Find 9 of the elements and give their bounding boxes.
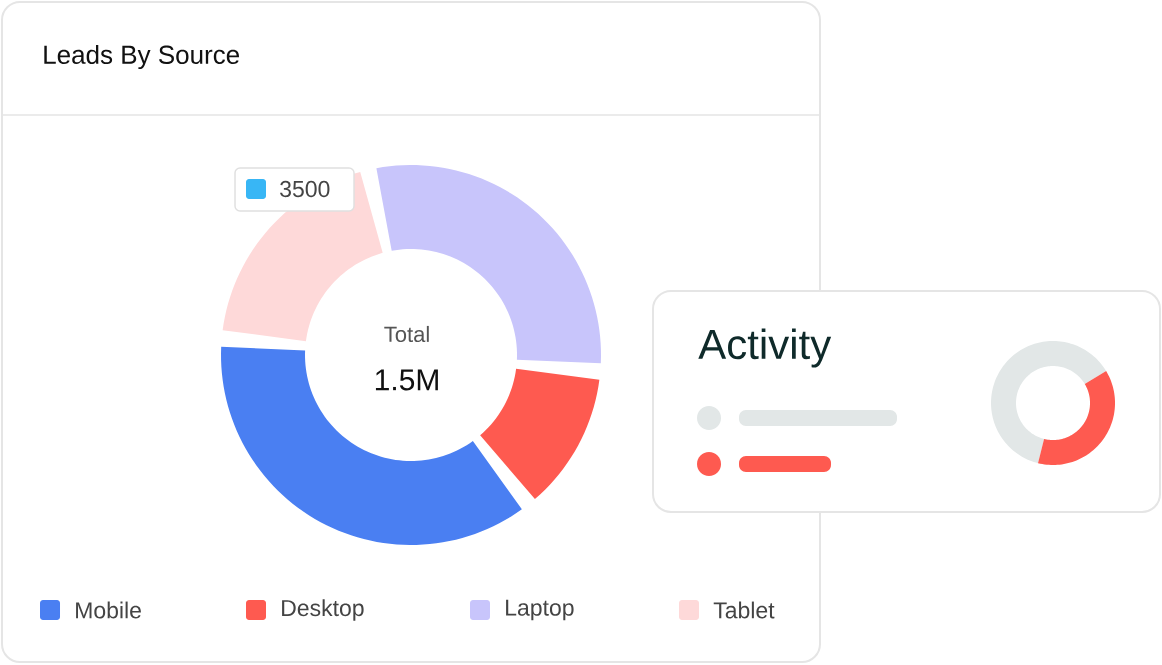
legend-label: Laptop xyxy=(506,599,574,621)
text: 1.5M xyxy=(375,369,438,391)
legend-label: Desktop xyxy=(282,599,364,621)
text: Total xyxy=(384,325,429,343)
chart-title: Leads By Source xyxy=(44,44,240,70)
chart-title: Activity xyxy=(698,328,832,368)
legend-label: Tablet xyxy=(713,601,775,619)
text: 3500 xyxy=(280,180,330,198)
legend-label: Mobile xyxy=(76,601,141,619)
